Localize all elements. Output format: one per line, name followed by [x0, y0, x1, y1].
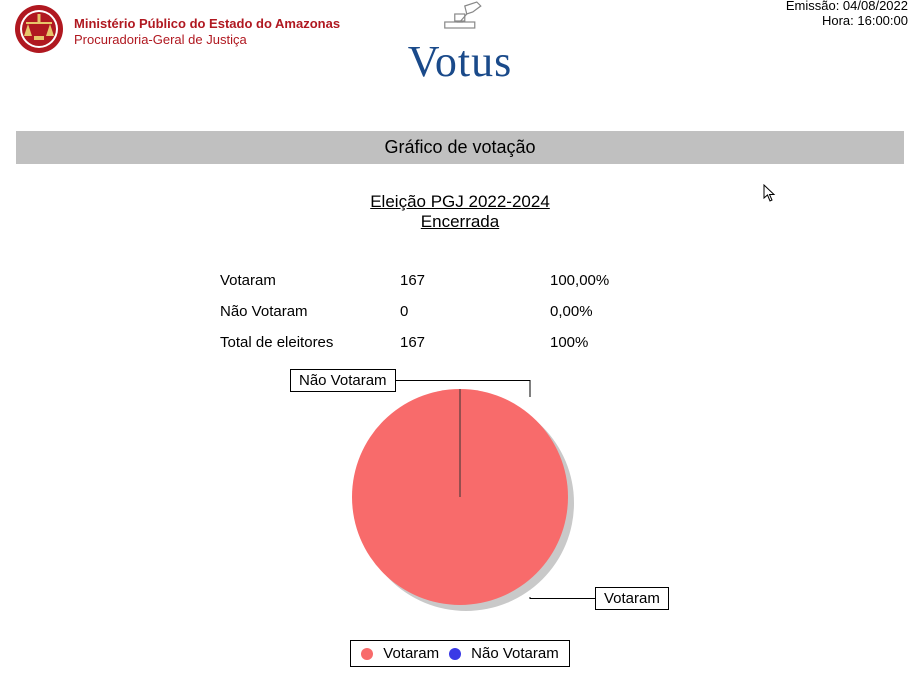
section-title: Gráfico de votação [384, 137, 535, 157]
legend-swatch-nao-votaram [449, 648, 461, 660]
legend-swatch-votaram [361, 648, 373, 660]
time-label: Hora: 16:00:00 [786, 13, 908, 28]
meta-block: Emissão: 04/08/2022 Hora: 16:00:00 [786, 0, 908, 28]
legend-label: Não Votaram [471, 645, 559, 662]
pie-chart: Não Votaram Votaram Votaram Não Votaram [210, 369, 710, 667]
stats-table: Votaram 167 100,00% Não Votaram 0 0,00% … [220, 272, 700, 351]
legend-label: Votaram [383, 645, 439, 662]
table-row: Total de eleitores 167 100% [220, 334, 700, 351]
stat-pct: 100% [550, 334, 670, 351]
emission-label: Emissão: 04/08/2022 [786, 0, 908, 13]
ballot-hand-icon [408, 0, 512, 30]
org-text: Ministério Público do Estado do Amazonas… [74, 16, 340, 47]
stat-count: 167 [400, 272, 550, 289]
brand-word: Votus [408, 36, 512, 87]
stat-label: Não Votaram [220, 303, 400, 320]
org-block: Ministério Público do Estado do Amazonas… [12, 2, 340, 61]
callout-nao-votaram: Não Votaram [290, 369, 396, 392]
brand-logo: Votus [408, 0, 512, 87]
stat-label: Votaram [220, 272, 400, 289]
org-line2: Procuradoria-Geral de Justiça [74, 32, 340, 48]
stat-count: 167 [400, 334, 550, 351]
election-title: Eleição PGJ 2022-2024 Encerrada [0, 192, 920, 232]
seal-icon [12, 2, 66, 61]
callout-label: Votaram [604, 590, 660, 607]
table-row: Votaram 167 100,00% [220, 272, 700, 289]
pie-svg [210, 369, 710, 617]
stat-count: 0 [400, 303, 550, 320]
stat-pct: 0,00% [550, 303, 670, 320]
stat-label: Total de eleitores [220, 334, 400, 351]
election-line1: Eleição PGJ 2022-2024 [0, 192, 920, 212]
legend: Votaram Não Votaram [350, 640, 569, 667]
callout-label: Não Votaram [299, 372, 387, 389]
stat-pct: 100,00% [550, 272, 670, 289]
callout-votaram: Votaram [595, 587, 669, 610]
org-line1: Ministério Público do Estado do Amazonas [74, 16, 340, 32]
election-line2: Encerrada [0, 212, 920, 232]
table-row: Não Votaram 0 0,00% [220, 303, 700, 320]
section-title-bar: Gráfico de votação [16, 131, 904, 164]
